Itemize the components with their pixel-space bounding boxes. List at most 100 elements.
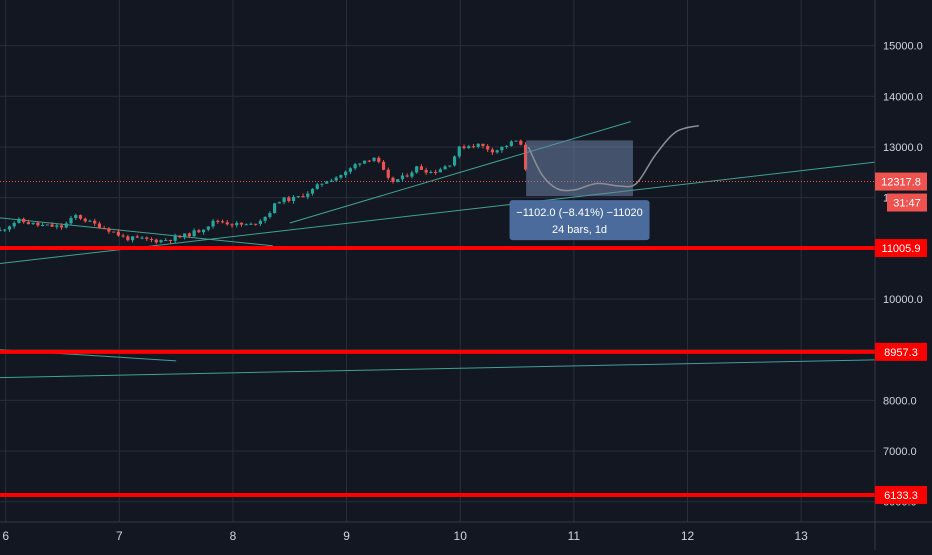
- candle-body: [206, 226, 210, 230]
- candle-body: [310, 188, 315, 194]
- horizontal-levels[interactable]: [0, 181, 875, 497]
- candle-body: [22, 218, 26, 223]
- candle-body: [509, 141, 513, 146]
- trendline[interactable]: [0, 359, 876, 379]
- candle-body: [187, 233, 191, 237]
- candle-body: [112, 231, 116, 233]
- candle-body: [83, 218, 87, 222]
- candle-body: [268, 213, 272, 217]
- x-tick-label: 13: [794, 529, 808, 543]
- candle-body: [0, 229, 2, 231]
- y-tick-label: 15000.0: [883, 41, 923, 53]
- candle-body: [438, 169, 442, 173]
- candle-body: [102, 228, 106, 230]
- candle-body: [107, 228, 111, 232]
- level-price-label: 8957.3: [884, 347, 918, 359]
- measure-range-box[interactable]: [526, 140, 633, 197]
- x-tick-label: 7: [116, 529, 123, 543]
- candle-body: [64, 223, 68, 228]
- measure-label-box: [509, 200, 650, 241]
- level-price-tag: [875, 485, 927, 504]
- candle-body: [41, 225, 45, 227]
- candle-body: [334, 177, 338, 181]
- measure-tool[interactable]: −1102.0 (−8.41%) −11020 24 bars, 1d: [509, 140, 650, 241]
- candle-body: [339, 175, 343, 178]
- level-price-label: 11005.9: [882, 243, 921, 255]
- candle-body: [471, 146, 476, 148]
- candle-body: [486, 146, 490, 150]
- candle-body: [17, 218, 21, 223]
- candle-body: [69, 217, 73, 224]
- candle-body: [216, 220, 220, 222]
- countdown-label: 31:47: [893, 198, 921, 210]
- trendline[interactable]: [289, 121, 631, 224]
- candle-body: [410, 172, 414, 177]
- candle-body: [358, 163, 362, 165]
- current-price-label: 12317.8: [881, 177, 921, 189]
- candle-body: [88, 220, 92, 222]
- candle-body: [220, 221, 225, 223]
- candle-body: [372, 157, 376, 161]
- candle-body: [197, 230, 201, 233]
- candle-body: [519, 140, 523, 145]
- candle-body: [59, 225, 64, 228]
- candle-body: [254, 223, 258, 225]
- candle-body: [462, 146, 466, 149]
- candle-body: [367, 160, 371, 162]
- measure-label-change: −1102.0 (−8.41%) −11020: [516, 207, 643, 219]
- candle-body: [74, 215, 78, 218]
- candle-body: [201, 229, 206, 233]
- candle-body: [405, 175, 409, 177]
- grid-lines: [0, 0, 875, 522]
- candle-body: [514, 140, 518, 142]
- countdown-tag: [887, 193, 927, 212]
- candle-body: [434, 171, 438, 173]
- candle-body: [386, 169, 390, 178]
- candle-body: [235, 222, 239, 226]
- level-price-label: 6133.3: [884, 490, 918, 502]
- current-price-tag: [875, 172, 927, 191]
- x-tick-label: 9: [343, 529, 350, 543]
- candle-body: [211, 220, 215, 227]
- candle-body: [429, 171, 433, 173]
- candle-body: [31, 222, 35, 225]
- y-tick-label: 14000.0: [883, 91, 923, 103]
- candle-body: [12, 222, 16, 227]
- candle-body: [415, 166, 419, 173]
- y-tick-label: 13000.0: [883, 142, 923, 154]
- level-price-tag: [875, 342, 927, 361]
- candle-body: [467, 146, 471, 149]
- candle-body: [273, 203, 277, 214]
- candle-body: [78, 215, 83, 219]
- x-tick-label: 8: [230, 529, 237, 543]
- candle-body: [377, 157, 381, 162]
- y-tick-label: 8000.0: [883, 395, 917, 407]
- candle-body: [523, 144, 528, 170]
- candle-body: [164, 240, 168, 242]
- candle-body: [419, 166, 424, 170]
- candle-body: [97, 223, 102, 229]
- candle-body: [500, 146, 504, 151]
- candle-body: [315, 184, 319, 189]
- time-axis[interactable]: [0, 522, 932, 550]
- measure-label-bars: 24 bars, 1d: [552, 224, 607, 236]
- candle-body: [490, 149, 495, 153]
- trendline[interactable]: [0, 217, 273, 247]
- price-axis[interactable]: [875, 0, 932, 550]
- candle-body: [154, 239, 158, 243]
- x-tick-label: 11: [568, 529, 581, 543]
- x-tick-label: 6: [2, 529, 9, 543]
- candle-body: [301, 196, 305, 198]
- candle-body: [159, 240, 163, 243]
- projection-path[interactable]: [527, 124, 700, 192]
- candle-body: [495, 150, 499, 153]
- candle-body: [396, 179, 400, 182]
- candle-body: [282, 197, 286, 203]
- projection-path[interactable]: [527, 124, 700, 192]
- candle-body: [130, 236, 135, 241]
- candle-body: [7, 226, 12, 230]
- candle-body: [135, 236, 139, 238]
